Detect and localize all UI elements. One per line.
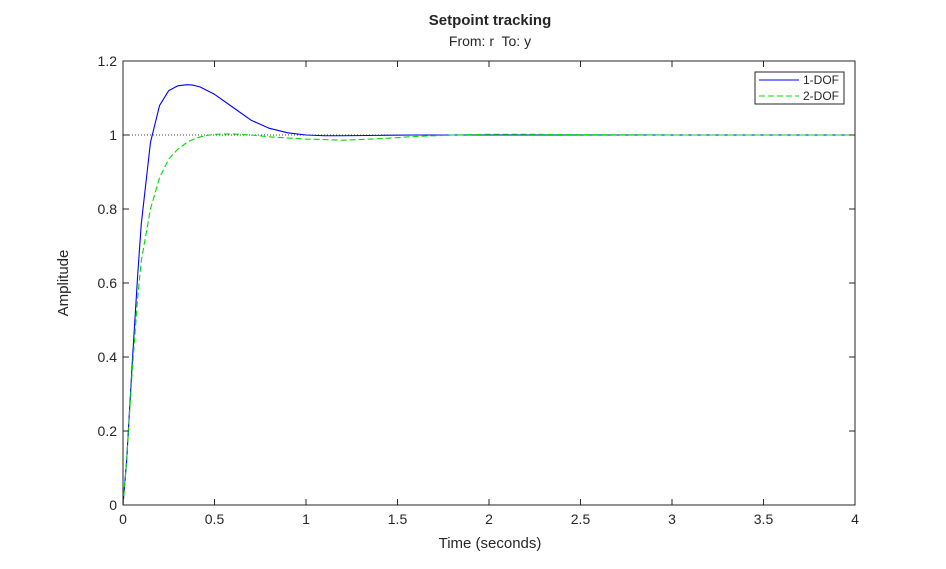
legend: 1-DOF 2-DOF <box>754 71 845 105</box>
y-axis-label: Amplitude <box>55 250 72 317</box>
x-tick-label: 3.5 <box>754 511 774 527</box>
chart-title: Setpoint tracking <box>429 12 552 29</box>
x-tick-label: 0 <box>119 511 127 527</box>
series-line-2-dof <box>122 133 855 506</box>
y-tick-label: 0.2 <box>98 423 118 439</box>
series-line-1-dof <box>122 84 855 506</box>
series-layer <box>122 84 855 506</box>
legend-box <box>754 71 845 105</box>
y-tick-label: 0.4 <box>98 349 118 365</box>
x-tick-label: 4 <box>851 511 859 527</box>
x-tick-label: 3 <box>668 511 676 527</box>
y-tick-label: 0.6 <box>98 275 118 291</box>
x-tick-label: 2.5 <box>571 511 591 527</box>
y-tick-label: 0 <box>109 497 117 513</box>
x-tick-label: 0.5 <box>205 511 225 527</box>
x-tick-label: 1 <box>302 511 310 527</box>
x-axis-label: Time (seconds) <box>439 535 542 552</box>
y-tick-label: 1 <box>109 127 117 143</box>
y-tick-label: 1.2 <box>98 53 118 69</box>
legend-label-2dof: 2-DOF <box>803 89 839 103</box>
chart-subtitle: From: r To: y <box>449 33 531 49</box>
plot-area <box>122 60 856 506</box>
legend-label-1dof: 1-DOF <box>803 73 839 87</box>
x-tick-label: 1.5 <box>388 511 408 527</box>
ticks-layer: 0 0.5 1 1.5 2 2.5 3 3.5 4 0 0.2 0.4 0.6 0.8 1 1.2 <box>98 53 860 527</box>
y-tick-label: 0.8 <box>98 201 118 217</box>
x-tick-label: 2 <box>485 511 493 527</box>
